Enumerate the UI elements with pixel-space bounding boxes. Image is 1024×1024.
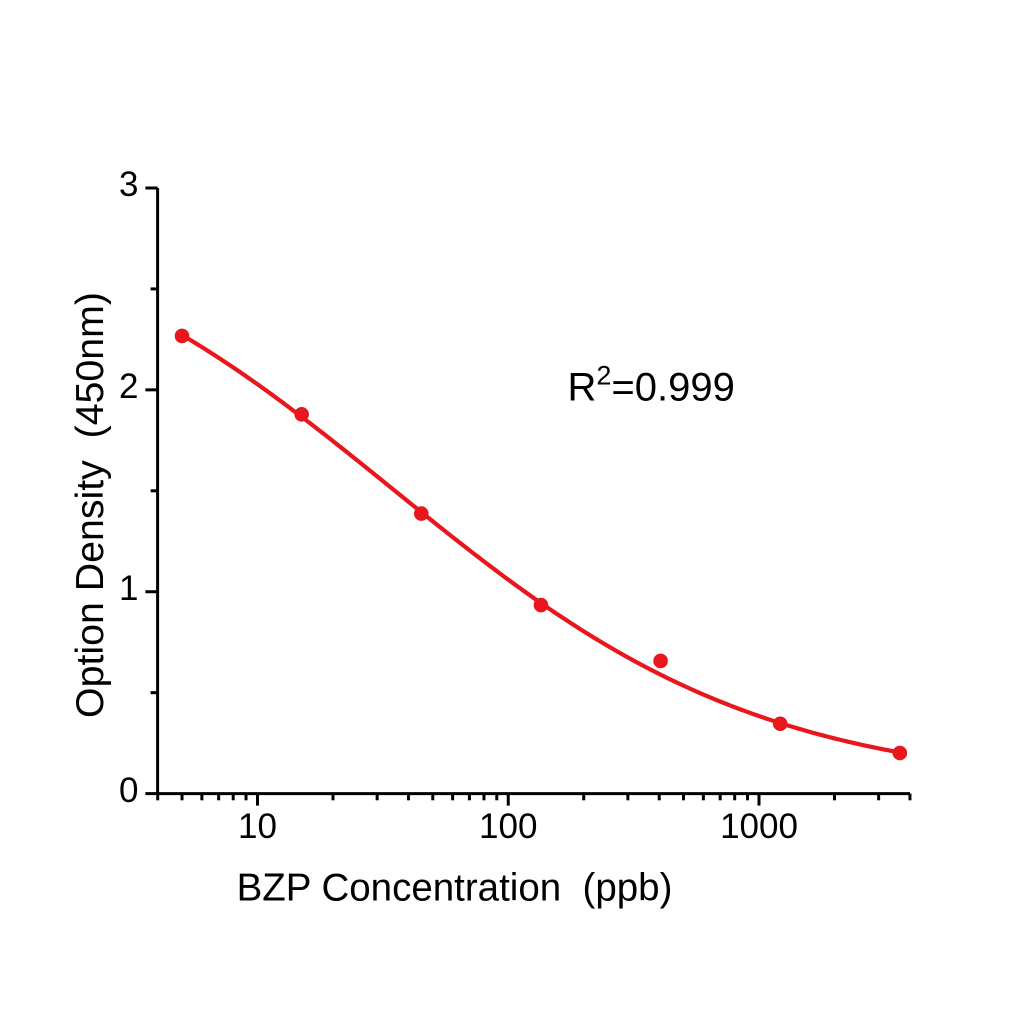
- axes: 10 100 1000 0 1 2 3: [119, 165, 912, 846]
- data-point-45ppb: [413, 506, 429, 521]
- r-squared-base: R: [568, 366, 597, 410]
- y-axis-title: Option Density (450nm): [68, 292, 112, 718]
- data-point-1215ppb: [772, 716, 788, 732]
- data-point-5ppb: [174, 328, 190, 344]
- y-tick-label-0: 0: [119, 771, 138, 810]
- data-series: [174, 328, 908, 761]
- x-axis-title: BZP Concentration (ppb): [237, 867, 673, 910]
- y-axis-tick-labels: 0 1 2 3: [119, 165, 138, 810]
- data-point-135ppb: [533, 597, 549, 613]
- data-point-3645ppb: [892, 745, 908, 761]
- x-tick-label-10: 10: [238, 807, 277, 846]
- y-tick-label-3: 3: [119, 165, 138, 204]
- data-point-15ppb: [294, 406, 309, 422]
- x-axis-tick-labels: 10 100 1000: [238, 807, 798, 846]
- fit-curve: [179, 332, 902, 755]
- x-axis-ticks: [156, 793, 912, 806]
- y-axis-ticks: [145, 186, 158, 796]
- x-tick-label-100: 100: [479, 807, 537, 846]
- data-point-405ppb: [653, 653, 668, 669]
- y-tick-label-2: 2: [119, 367, 138, 406]
- data-points: [174, 328, 908, 761]
- r-squared-annotation: R2=0.999: [568, 361, 735, 410]
- y-tick-label-1: 1: [119, 569, 138, 608]
- r-squared-superscript: 2: [596, 361, 611, 391]
- r-squared-value: =0.999: [611, 366, 734, 410]
- x-tick-label-1000: 1000: [720, 807, 798, 846]
